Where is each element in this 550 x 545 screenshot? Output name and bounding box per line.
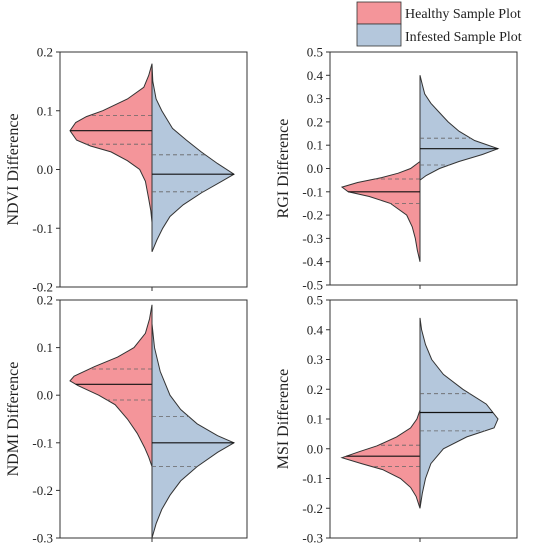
legend-swatch-infested xyxy=(356,23,402,47)
y-tick-label: 0.2 xyxy=(37,293,53,308)
legend: Healthy Sample Plot Infested Sample Plot xyxy=(356,1,522,47)
y-tick-label: 0.3 xyxy=(307,91,323,106)
y-tick-label: -0.2 xyxy=(32,483,53,498)
y-tick-label: -0.3 xyxy=(302,531,323,545)
violin-infested xyxy=(419,75,500,182)
y-tick-label: 0.2 xyxy=(307,382,323,397)
y-tick-label: -0.4 xyxy=(302,254,323,269)
y-tick-label: -0.3 xyxy=(302,231,323,246)
violin-infested xyxy=(151,323,236,539)
y-axis-label: RGI Difference xyxy=(275,119,292,219)
panel-bottom-left: -0.3 -0.2 -0.1 0.0 0.1 0.2 NDMI Difference xyxy=(5,293,248,545)
y-tick-label: -0.1 xyxy=(302,184,323,199)
legend-swatch-healthy xyxy=(356,1,402,25)
y-tick-label: 0.0 xyxy=(307,161,323,176)
panel-top-right: -0.5 -0.4 -0.3 -0.2 -0.1 0.0 0.1 0.2 0.3 0.4 0.5 RG… xyxy=(275,45,518,293)
panel-bottom-right: -0.3 -0.2 -0.1 0.0 0.1 0.2 0.3 0.4 0.5 MSI Differ… xyxy=(275,293,518,545)
y-tick-label: -0.1 xyxy=(302,471,323,486)
y-tick-label: 0.1 xyxy=(37,340,53,355)
y-axis-label: NDVI Difference xyxy=(5,113,22,225)
y-axis-label: NDMI Difference xyxy=(5,362,22,477)
y-tick-label: 0.2 xyxy=(307,114,323,129)
y-tick-label: 0.1 xyxy=(307,412,323,427)
y-tick-label: -0.1 xyxy=(32,435,53,450)
y-tick-label: -0.2 xyxy=(302,208,323,223)
violin-healthy xyxy=(69,63,153,223)
y-tick-label: 0.0 xyxy=(307,441,323,456)
violin-healthy xyxy=(340,160,421,262)
y-tick-label: -0.2 xyxy=(32,280,53,295)
violin-healthy xyxy=(340,409,421,509)
legend-label-healthy: Healthy Sample Plot xyxy=(405,7,521,22)
y-tick-label: 0.1 xyxy=(307,138,323,153)
y-tick-label: -0.2 xyxy=(302,501,323,516)
y-tick-label: 0.1 xyxy=(37,103,53,118)
y-tick-label: 0.4 xyxy=(307,322,324,337)
y-tick-label: 0.0 xyxy=(37,388,53,403)
y-tick-label: -0.5 xyxy=(302,278,323,293)
plot-frame xyxy=(59,299,248,539)
y-tick-label: -0.3 xyxy=(32,531,53,545)
y-tick-label: 0.5 xyxy=(307,293,323,308)
y-tick-label: 0.0 xyxy=(37,162,53,177)
y-tick-label: 0.5 xyxy=(307,45,323,60)
legend-label-infested: Infested Sample Plot xyxy=(405,30,522,45)
y-axis-label: MSI Difference xyxy=(275,369,292,470)
violin-healthy xyxy=(69,304,153,467)
y-tick-label: 0.3 xyxy=(307,352,323,367)
violin-infested xyxy=(151,63,235,252)
y-tick-label: 0.4 xyxy=(307,68,324,83)
panel-top-left: -0.2 -0.1 0.0 0.1 0.2 NDVI Difference xyxy=(5,45,248,295)
y-tick-label: -0.1 xyxy=(32,221,53,236)
y-tick-label: 0.2 xyxy=(37,45,53,60)
